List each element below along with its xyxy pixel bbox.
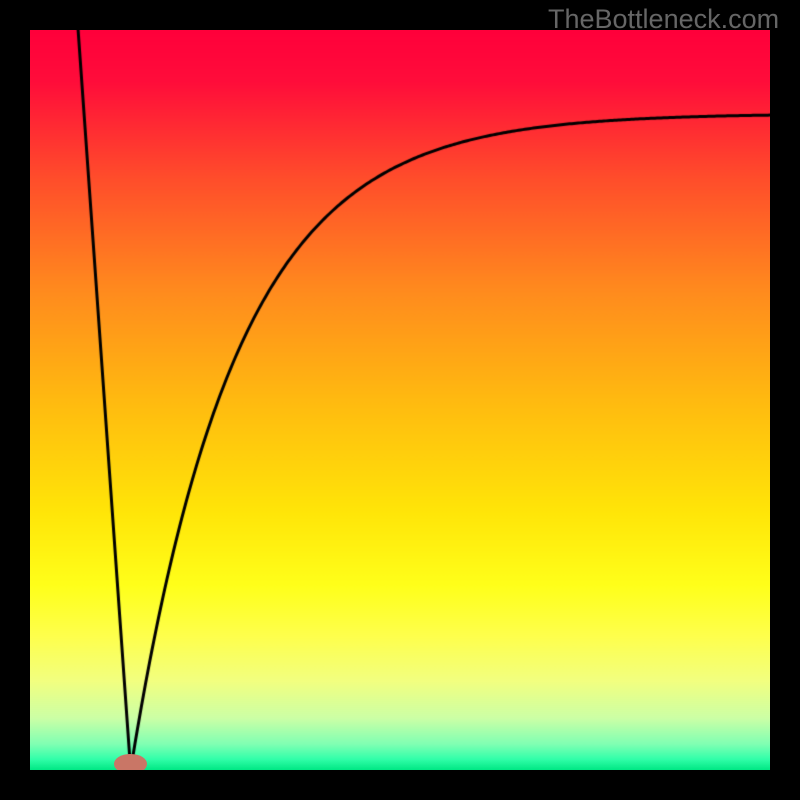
watermark-text: TheBottleneck.com bbox=[548, 4, 779, 35]
optimum-marker bbox=[114, 754, 147, 775]
chart-container: TheBottleneck.com bbox=[0, 0, 800, 800]
bottleneck-curve bbox=[30, 30, 770, 770]
plot-area bbox=[30, 30, 770, 770]
